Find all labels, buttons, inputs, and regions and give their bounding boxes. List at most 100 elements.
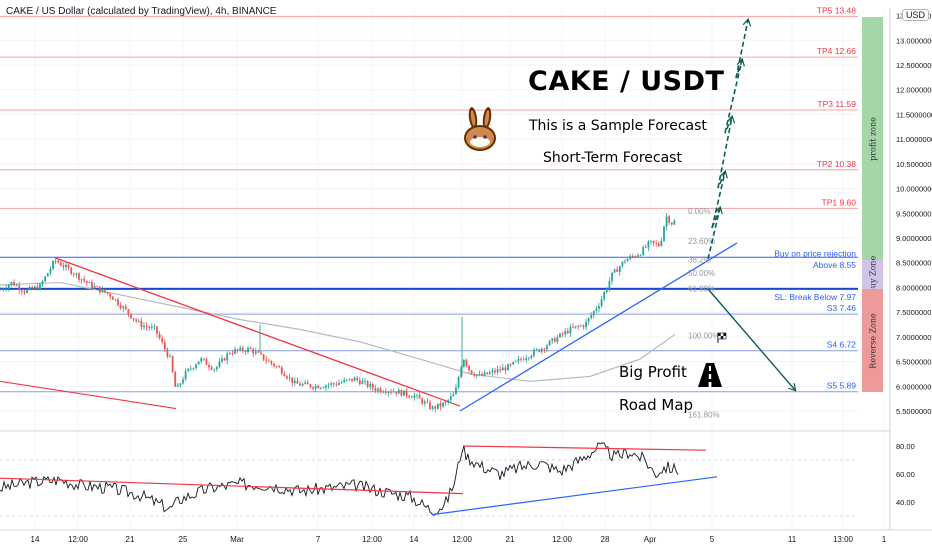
candle-body xyxy=(392,391,395,393)
pancake-bunny-icon xyxy=(464,107,496,151)
time-tick-label: 14 xyxy=(31,535,40,544)
candle-body xyxy=(85,280,88,283)
time-tick-label: 28 xyxy=(601,535,610,544)
candle-body xyxy=(140,320,143,328)
candle-body xyxy=(184,370,187,380)
candle-body xyxy=(13,281,15,286)
candle-body xyxy=(208,364,210,368)
time-tick-label: 1 xyxy=(882,535,887,544)
candle-body xyxy=(559,333,561,338)
fib-label: 61.80% xyxy=(688,284,715,293)
time-tick-label: 13:00 xyxy=(833,535,854,544)
candle-body xyxy=(574,326,577,328)
lower-red-line xyxy=(0,380,177,410)
candle-body xyxy=(478,374,481,375)
bunny-ear-inner-right xyxy=(484,110,490,126)
candle-body xyxy=(158,333,161,339)
candle-body xyxy=(473,374,476,376)
candle-body xyxy=(130,313,132,319)
time-tick-label: 12:00 xyxy=(68,535,89,544)
candle-body xyxy=(288,377,291,379)
subtitle-sample-forecast: This is a Sample Forecast xyxy=(529,118,707,134)
forecast-up-arrow xyxy=(735,20,748,79)
rsi-panel xyxy=(0,430,890,517)
candle-body xyxy=(613,269,616,273)
currency-badge[interactable]: USD xyxy=(902,9,930,21)
icons xyxy=(464,107,727,387)
candle-body xyxy=(241,347,244,352)
candle-body xyxy=(20,290,23,292)
trend-lines xyxy=(0,242,738,412)
forecast-down-arrow xyxy=(707,288,795,390)
time-tick-label: 14 xyxy=(410,535,419,544)
candle-body xyxy=(600,299,603,307)
road-dash xyxy=(708,382,712,387)
grid xyxy=(0,8,885,530)
candle-body xyxy=(501,367,504,371)
candle-body xyxy=(78,273,80,280)
forecast-pullback xyxy=(724,116,733,134)
candle-body xyxy=(80,279,83,280)
price-tick-label: 5.5000000 xyxy=(896,407,931,416)
candle-body xyxy=(254,351,257,354)
candle-body xyxy=(522,359,525,361)
candle-body xyxy=(98,286,101,293)
candle-body xyxy=(538,349,541,352)
candle-body xyxy=(127,309,130,314)
candle-body xyxy=(582,325,585,328)
candle-body xyxy=(161,338,164,343)
candle-body xyxy=(566,331,569,334)
rsi-line xyxy=(0,441,679,516)
candle-body xyxy=(218,361,221,367)
candle-body xyxy=(293,380,296,384)
candle-body xyxy=(572,326,574,328)
level-label: TP4 12.66 xyxy=(817,46,856,56)
candle-body xyxy=(668,216,671,223)
candle-body xyxy=(228,353,231,355)
candle-body xyxy=(361,381,364,385)
rsi-tick-label: 60.00 xyxy=(896,470,915,479)
candle-body xyxy=(244,351,247,353)
level-label: TP2 10.38 xyxy=(817,159,856,169)
candle-body xyxy=(132,318,135,320)
candle-body xyxy=(442,402,444,407)
candle-body xyxy=(278,366,281,368)
price-levels: TP5 13.48 TP4 12.66 TP3 11.59 TP2 10.38 TP1 … xyxy=(0,6,858,393)
candle-body xyxy=(286,376,288,379)
candle-body xyxy=(382,391,385,393)
candle-body xyxy=(496,369,499,373)
candle-body xyxy=(366,381,369,387)
candle-body xyxy=(262,354,265,360)
candle-body xyxy=(527,357,530,359)
candle-body xyxy=(275,366,278,367)
candle-body xyxy=(673,220,676,225)
candle-body xyxy=(163,342,166,350)
flag-square xyxy=(718,333,721,336)
candle-body xyxy=(624,261,626,263)
candle-body xyxy=(319,387,322,389)
candle-body xyxy=(616,269,619,273)
candle-body xyxy=(234,349,236,354)
candle-body xyxy=(236,349,239,351)
time-tick-label: 12:00 xyxy=(362,535,383,544)
candle-body xyxy=(62,265,65,268)
reverse-zone-label: Reverse Zone xyxy=(868,312,877,369)
candle-body xyxy=(590,315,593,319)
candle-body xyxy=(525,358,528,360)
moving-averages xyxy=(0,281,676,382)
time-tick-label: 25 xyxy=(179,535,188,544)
candle-body xyxy=(192,368,195,369)
candle-body xyxy=(517,358,520,361)
candle-body xyxy=(52,261,54,269)
time-tick-label: Mar xyxy=(230,535,244,544)
candle-body xyxy=(197,361,200,365)
candle-body xyxy=(2,289,5,290)
candle-body xyxy=(59,262,62,266)
candle-body xyxy=(655,242,658,244)
candle-body xyxy=(322,387,325,389)
candle-body xyxy=(592,311,595,316)
candle-body xyxy=(374,388,377,391)
candle-body xyxy=(369,383,372,387)
moving-average-line xyxy=(0,281,676,382)
